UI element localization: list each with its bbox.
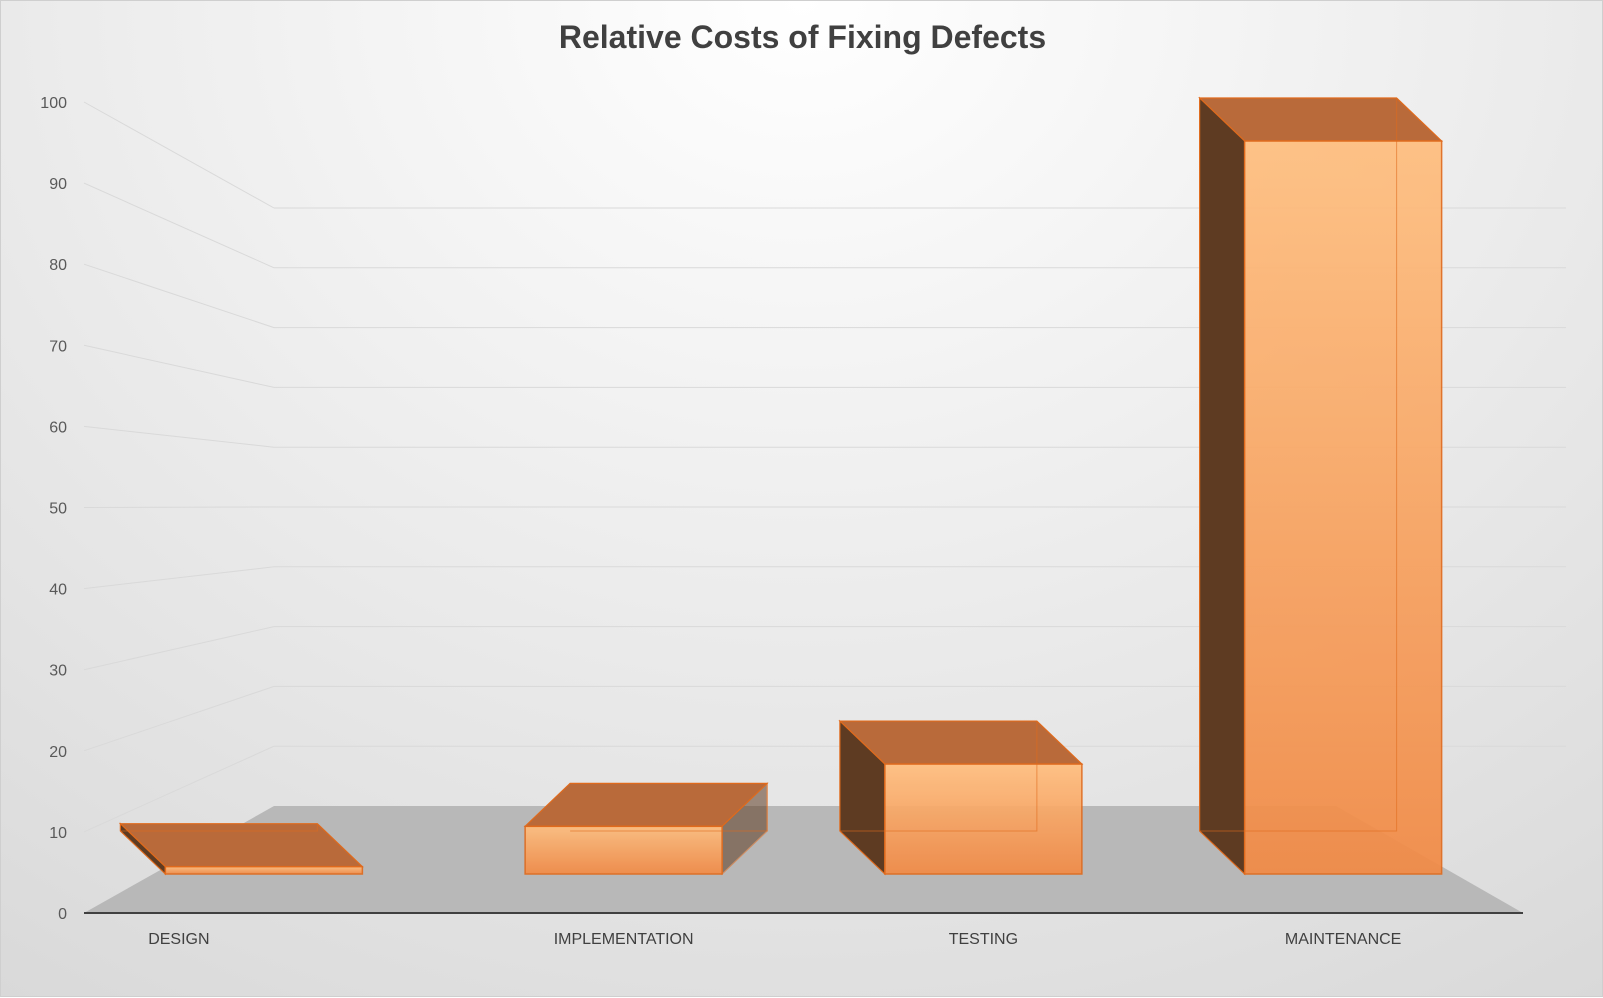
gridline-side [83,263,275,329]
floor-plane [84,806,1523,913]
y-tick-label: 100 [40,95,67,112]
bar-inner-edge [120,823,318,832]
y-tick-label: 70 [49,338,67,355]
bar-front-face [1243,140,1443,875]
gridline-side [83,745,275,833]
x-tick-label: TESTING [949,931,1018,948]
y-tick-label: 90 [49,176,67,193]
y-tick-label: 10 [49,825,67,842]
bar [118,822,364,876]
y-tick-label: 80 [49,257,67,274]
gridline-side [83,566,275,590]
gridline-side [83,101,275,209]
chart-floor [84,806,1523,914]
gridline-side [83,626,275,671]
gridline-side [83,425,275,448]
y-tick-label: 60 [49,419,67,436]
x-axis: DESIGN IMPLEMENTATION TESTING MAINTENANCE [148,931,1401,948]
x-tick-label: IMPLEMENTATION [554,931,694,948]
bar-front-face [524,825,723,875]
bar-side-face [1199,96,1246,876]
bar [523,781,769,876]
y-tick-label: 50 [49,501,67,518]
bar-inner-edge [839,721,1038,832]
y-axis: 0 10 20 30 40 50 60 70 80 90 100 [40,95,67,923]
bar-inner-edge [570,783,768,832]
gridline-side [83,685,275,752]
x-tick-label: MAINTENANCE [1285,931,1401,948]
bar-front-face [164,865,364,875]
bar-inner-edge [1199,98,1398,832]
bars [118,96,1444,876]
gridline-side [83,182,275,269]
gridline-side [83,506,275,508]
bar [1198,96,1444,876]
y-tick-label: 0 [58,906,67,923]
chart-title: Relative Costs of Fixing Defects [558,19,1047,55]
y-tick-label: 20 [49,744,67,761]
bar-front-face [884,763,1083,875]
bar [838,719,1084,876]
gridline-side [83,344,275,388]
y-tick-label: 30 [49,663,67,680]
x-tick-label: DESIGN [148,931,209,948]
y-tick-label: 40 [49,582,67,599]
